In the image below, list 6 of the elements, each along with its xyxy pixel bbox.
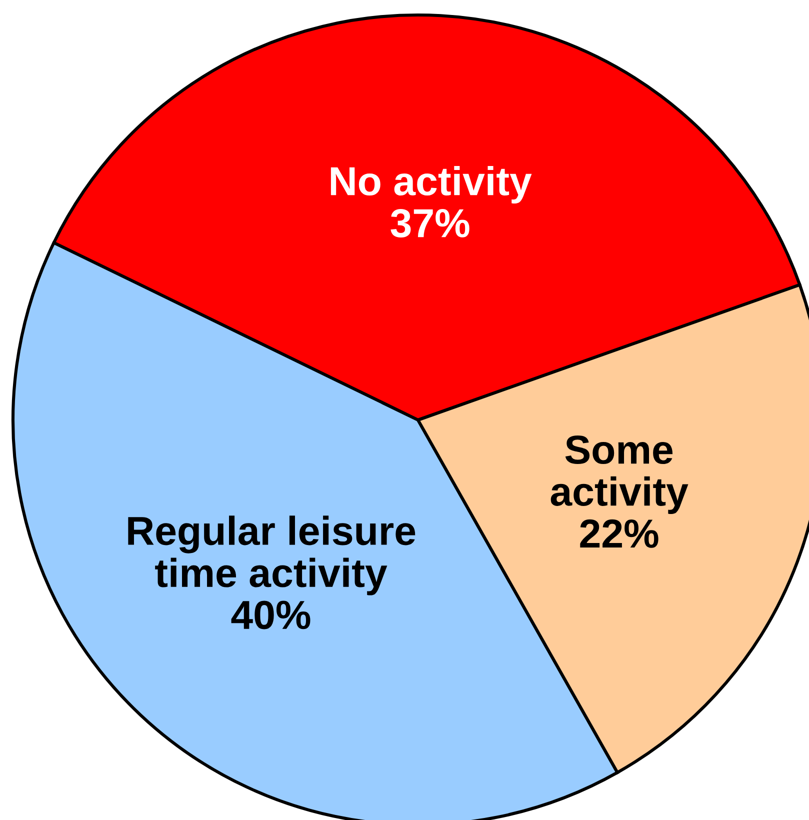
data-label: 22%	[580, 519, 658, 548]
data-label: 40%	[231, 600, 310, 630]
slice-label: Regular leisure time activity	[128, 516, 416, 596]
slice-label: No activity	[330, 166, 532, 204]
data-label: 37%	[390, 208, 470, 238]
slice-label: Some activity	[550, 436, 688, 514]
